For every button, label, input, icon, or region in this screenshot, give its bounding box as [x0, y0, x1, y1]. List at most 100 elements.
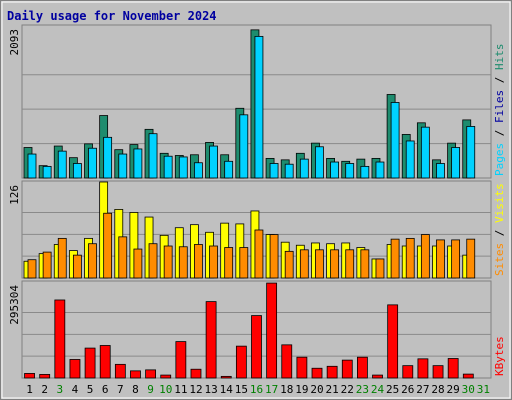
bar-sites-day-3 [57, 237, 67, 279]
bar-sites-day-27 [420, 234, 430, 279]
bar-sites-day-16 [254, 229, 264, 279]
panel-visits: 126 Sites / Visits [8, 180, 506, 279]
bar-sites-day-20 [315, 249, 324, 279]
panel-hits-ymax-label: 2093 [8, 29, 21, 56]
bar-files-day-15 [239, 114, 249, 179]
x-tick-day-22: 22 [341, 383, 354, 396]
bar-sites-day-23 [360, 249, 370, 279]
bar-files-day-11 [178, 156, 188, 179]
bar-kbytes-day-17 [266, 282, 278, 379]
bar-files-day-8 [133, 148, 143, 179]
x-tick-day-16: 16 [250, 383, 263, 396]
bar-sites-day-8 [133, 248, 143, 279]
x-tick-day-29: 29 [447, 383, 460, 396]
x-tick-day-20: 20 [310, 383, 323, 396]
bar-kbytes-day-29 [447, 358, 459, 379]
bar-files-day-25 [390, 102, 400, 179]
bar-kbytes-day-11 [175, 341, 187, 379]
side-label-files: Files [493, 90, 506, 123]
bar-kbytes-day-13 [205, 301, 217, 379]
bar-kbytes-day-14 [220, 375, 232, 379]
side-label-sites: Sites [493, 243, 506, 276]
bar-kbytes-day-20 [311, 367, 323, 379]
panel-kbytes: 295304 KBytes [8, 280, 506, 379]
bar-files-day-6 [103, 136, 113, 179]
bar-files-day-10 [163, 155, 173, 179]
bar-kbytes-day-4 [69, 359, 81, 379]
bar-kbytes-day-28 [432, 365, 444, 379]
bar-kbytes-day-2 [39, 374, 51, 379]
bar-kbytes-day-23 [357, 356, 368, 379]
bar-sites-day-12 [194, 244, 203, 279]
bar-kbytes-day-15 [235, 345, 247, 379]
bar-files-day-12 [194, 162, 203, 179]
side-label-separator: / [493, 123, 506, 143]
bar-files-day-24 [375, 161, 385, 179]
bar-sites-day-18 [284, 250, 294, 279]
x-tick-day-12: 12 [189, 383, 202, 396]
bar-files-day-23 [360, 165, 370, 179]
x-tick-day-15: 15 [235, 383, 248, 396]
bar-sites-day-25 [390, 238, 400, 279]
bar-files-day-17 [269, 163, 279, 179]
x-tick-day-21: 21 [326, 383, 339, 396]
bar-sites-day-29 [451, 239, 461, 279]
bar-sites-day-30 [466, 238, 476, 279]
bar-files-day-30 [466, 126, 476, 179]
bar-sites-day-15 [239, 247, 249, 279]
panel-hits-side-label: Pages / Files / Hits [493, 44, 506, 177]
bar-files-day-5 [88, 147, 97, 179]
side-label-separator: / [493, 223, 506, 243]
x-tick-day-31: 31 [477, 383, 490, 396]
bar-files-day-27 [420, 126, 430, 179]
bar-kbytes-day-6 [99, 345, 111, 379]
bar-files-day-3 [57, 150, 67, 179]
panel-kbytes-side-label: KBytes [493, 336, 506, 376]
bar-kbytes-day-18 [281, 344, 293, 379]
side-label-hits: Hits [493, 44, 506, 71]
bar-kbytes-day-16 [251, 315, 262, 379]
bar-sites-day-5 [88, 243, 97, 279]
bar-sites-day-22 [345, 249, 355, 279]
x-tick-day-24: 24 [371, 383, 385, 396]
panel-hits: 2093 Pages / Files / Hits [8, 24, 506, 179]
x-tick-day-3: 3 [57, 383, 64, 396]
bar-sites-day-11 [178, 246, 188, 279]
bar-sites-day-10 [163, 245, 173, 279]
bar-files-day-22 [345, 163, 355, 179]
bar-sites-day-9 [148, 243, 158, 279]
bar-kbytes-day-25 [387, 304, 399, 379]
bar-sites-day-6 [103, 212, 113, 279]
x-tick-day-8: 8 [132, 383, 139, 396]
bar-files-day-1 [27, 153, 37, 179]
bar-kbytes-day-8 [130, 370, 141, 379]
bar-files-day-16 [254, 35, 264, 179]
bar-files-day-19 [299, 158, 309, 179]
bar-kbytes-day-22 [341, 359, 353, 379]
x-tick-day-13: 13 [204, 383, 217, 396]
panel-visits-ymax-label: 126 [8, 185, 21, 205]
bar-files-day-2 [42, 165, 52, 179]
x-tick-day-9: 9 [147, 383, 154, 396]
bar-kbytes-day-7 [114, 363, 126, 379]
bar-files-day-28 [436, 163, 445, 179]
panel-visits-side-label: Sites / Visits [493, 183, 506, 276]
bar-sites-day-26 [405, 237, 415, 279]
x-tick-day-2: 2 [41, 383, 48, 396]
bar-sites-day-24 [375, 258, 385, 279]
bar-sites-day-2 [42, 251, 52, 279]
x-tick-day-23: 23 [356, 383, 369, 396]
side-label-kbytes: KBytes [493, 336, 506, 376]
bar-sites-day-13 [209, 245, 218, 279]
x-tick-day-5: 5 [87, 383, 94, 396]
bar-kbytes-day-1 [24, 373, 35, 379]
x-tick-day-11: 11 [174, 383, 187, 396]
x-tick-day-4: 4 [72, 383, 79, 396]
x-tick-day-6: 6 [102, 383, 109, 396]
bar-sites-day-17 [269, 234, 279, 279]
chart-panels: 2093 Pages / Files / Hits 126 Sites / Visit… [8, 24, 506, 379]
x-tick-day-1: 1 [26, 383, 33, 396]
bar-kbytes-day-9 [145, 369, 156, 379]
bar-sites-day-21 [330, 249, 339, 279]
